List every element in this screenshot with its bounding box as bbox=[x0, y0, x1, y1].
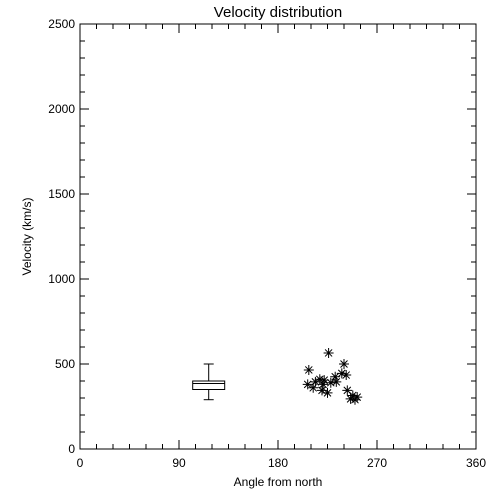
data-point bbox=[330, 371, 341, 382]
plot-frame bbox=[79, 23, 477, 450]
data-point bbox=[325, 377, 336, 388]
data-point bbox=[350, 394, 360, 405]
data-point bbox=[310, 376, 321, 387]
x-tick-label: 360 bbox=[466, 456, 486, 470]
data-point bbox=[322, 387, 333, 398]
data-point bbox=[336, 368, 347, 379]
data-point bbox=[339, 359, 349, 369]
data-point bbox=[303, 364, 314, 375]
boxplot bbox=[192, 363, 226, 401]
data-point bbox=[342, 385, 353, 396]
data-point bbox=[302, 379, 313, 390]
data-point bbox=[308, 382, 319, 393]
box-iqr bbox=[192, 380, 226, 390]
y-tick-label: 1000 bbox=[48, 272, 75, 286]
x-tick-label: 270 bbox=[367, 456, 387, 470]
axis-ticks bbox=[79, 23, 477, 450]
chart-title: Velocity distribution bbox=[214, 4, 342, 21]
data-point bbox=[323, 347, 334, 358]
data-point bbox=[347, 390, 358, 401]
data-point bbox=[331, 376, 342, 387]
data-point bbox=[341, 370, 352, 381]
y-axis-label: Velocity (km/s) bbox=[20, 197, 34, 275]
y-tick-label: 1500 bbox=[48, 187, 75, 201]
data-points bbox=[302, 347, 363, 405]
data-point bbox=[317, 385, 327, 396]
data-point bbox=[318, 379, 329, 390]
tick-labels: 0 90 180 270 360 0 500 1000 1500 2000 2500 bbox=[48, 17, 486, 470]
data-point bbox=[319, 375, 330, 386]
x-tick-label: 180 bbox=[268, 456, 288, 470]
y-tick-label: 500 bbox=[55, 357, 75, 371]
data-point bbox=[314, 374, 325, 385]
y-tick-label: 2000 bbox=[48, 102, 75, 116]
x-axis-label: Angle from north bbox=[234, 475, 323, 489]
y-tick-label: 0 bbox=[68, 442, 75, 456]
x-tick-label: 0 bbox=[77, 456, 84, 470]
x-tick-label: 90 bbox=[172, 456, 186, 470]
y-tick-label: 2500 bbox=[48, 17, 75, 31]
data-point bbox=[345, 393, 356, 404]
